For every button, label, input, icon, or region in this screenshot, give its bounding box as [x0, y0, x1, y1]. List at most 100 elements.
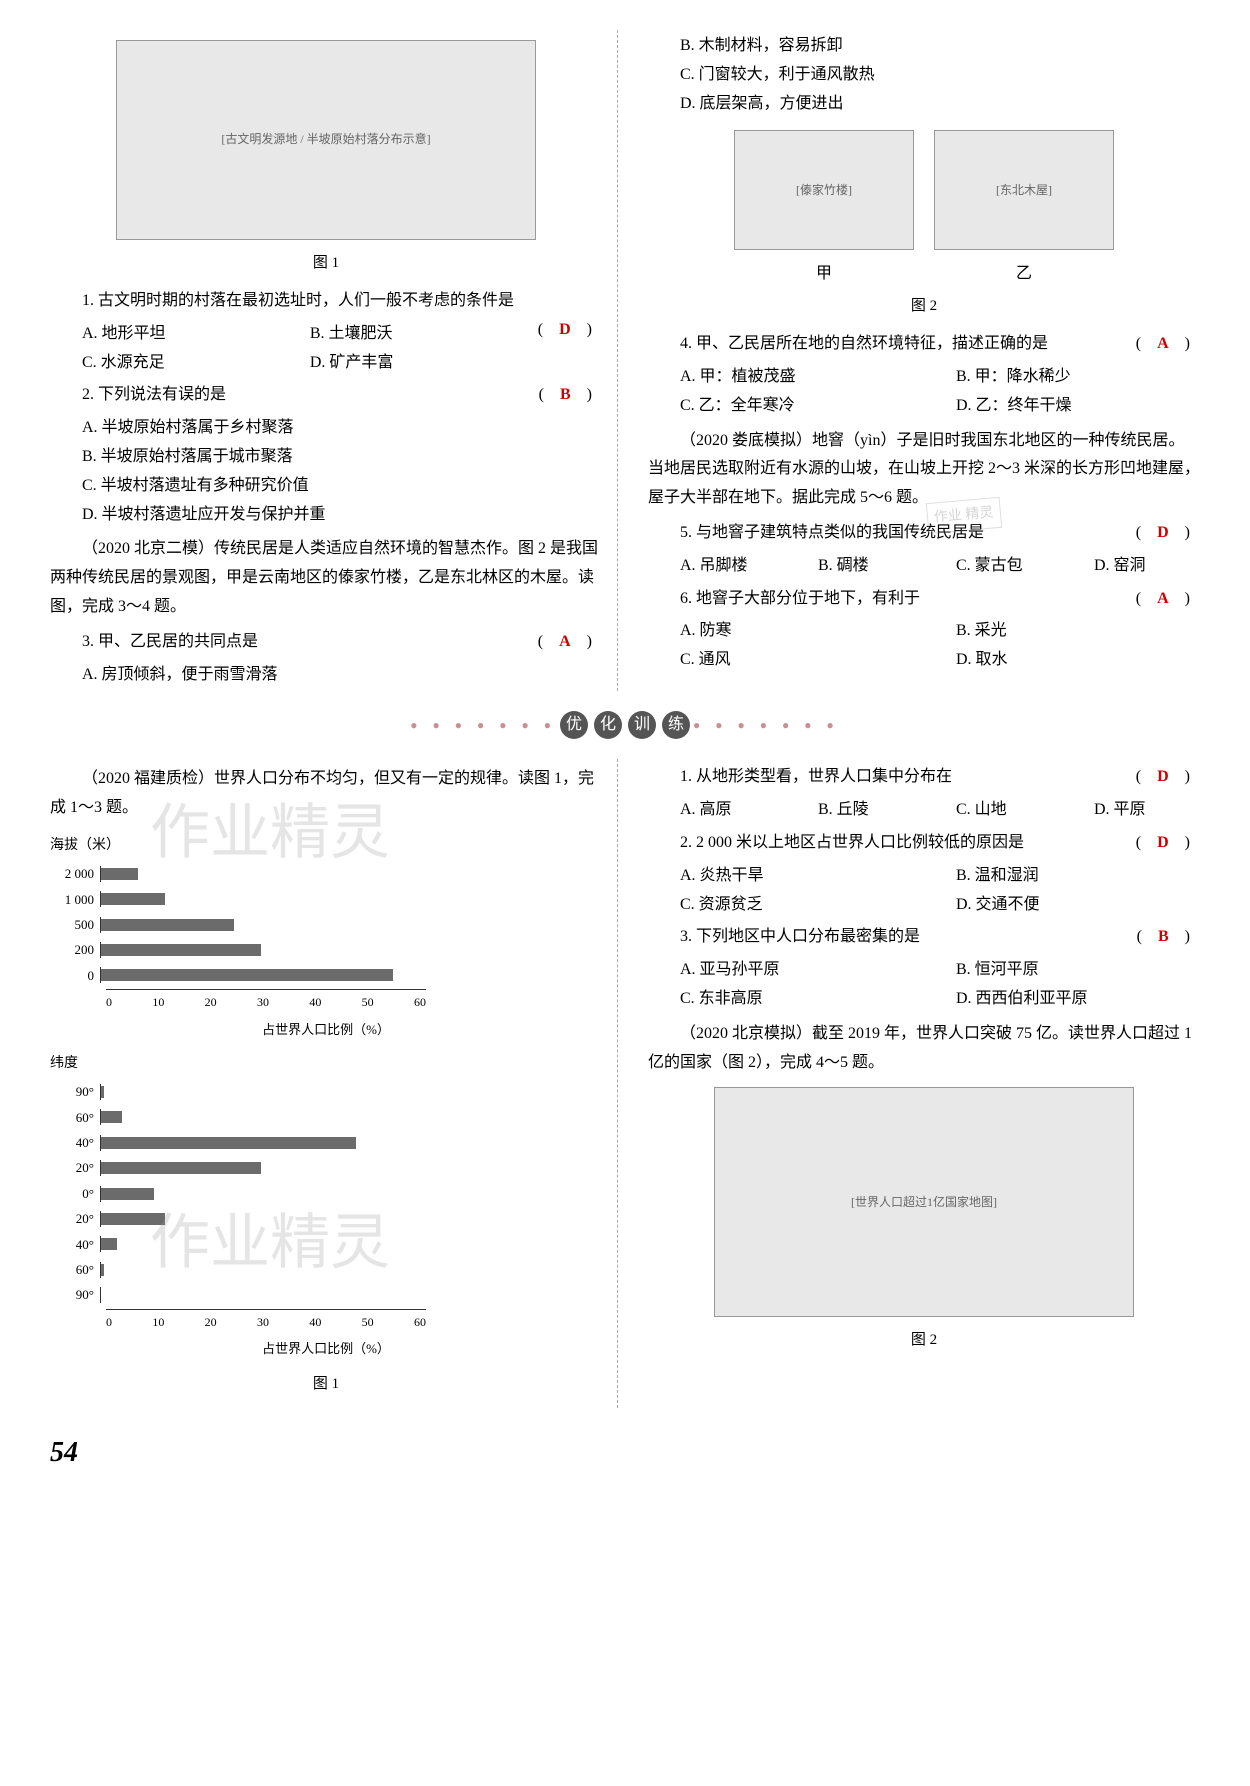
q2-options: A. 半坡原始村落属于乡村聚落 B. 半坡原始村落属于城市聚落 C. 半坡村落遗… — [50, 414, 602, 529]
bar-row: 60° — [50, 1258, 602, 1281]
x-tick: 60 — [414, 1312, 426, 1334]
badge-2: 化 — [594, 711, 622, 739]
bar-fill — [101, 1086, 104, 1098]
header-dots-left: ● ● ● ● ● ● ● — [410, 715, 557, 737]
bq2-opt-d: D. 交通不便 — [924, 891, 1200, 920]
bar-fill — [101, 1238, 117, 1250]
q6-text: 6. 地窨子大部分位于地下，有利于 — [680, 590, 920, 607]
q3-answer-paren: ( A ) — [506, 628, 592, 657]
q6-opt-a: A. 防寒 — [648, 617, 924, 646]
q2-opt-a: A. 半坡原始村落属于乡村聚落 — [50, 414, 602, 443]
bq1-opt-a: A. 高原 — [648, 796, 786, 825]
q6-options: A. 防寒 B. 采光 C. 通风 D. 取水 — [648, 617, 1200, 675]
q1-opt-b: B. 土壤肥沃 — [278, 320, 506, 349]
bquestion-3: 3. 下列地区中人口分布最密集的是 ( B ) — [648, 923, 1200, 952]
bq3-options: A. 亚马孙平原 B. 恒河平原 C. 东非高原 D. 西西伯利亚平原 — [648, 956, 1200, 1014]
bar-track — [100, 942, 420, 958]
bar-track — [100, 1186, 420, 1202]
q1-opt-c: C. 水源充足 — [50, 349, 278, 378]
bar-fill — [101, 969, 393, 981]
bar-fill — [101, 1111, 122, 1123]
bq2-opt-a: A. 炎热干旱 — [648, 862, 924, 891]
chart-1-caption: 图 1 — [50, 1371, 602, 1398]
bar-fill — [101, 919, 234, 931]
figure-2b-caption: 图 2 — [648, 1327, 1200, 1354]
bar-label: 40° — [50, 1131, 100, 1154]
bq1-opt-c: C. 山地 — [924, 796, 1062, 825]
q6-opt-d: D. 取水 — [924, 646, 1200, 675]
bq2-opt-b: B. 温和湿润 — [924, 862, 1200, 891]
bar-track — [100, 1160, 420, 1176]
q1-options: A. 地形平坦 B. 土壤肥沃 C. 水源充足 D. 矿产丰富 — [50, 320, 506, 378]
bq1-answer-paren: ( D ) — [1104, 763, 1190, 792]
x-tick: 60 — [414, 992, 426, 1014]
x-tick: 30 — [257, 1312, 269, 1334]
bar-track — [100, 1262, 420, 1278]
bq2-answer-paren: ( D ) — [1104, 829, 1190, 858]
q5-opt-a: A. 吊脚楼 — [648, 552, 786, 581]
bq1-opt-b: B. 丘陵 — [786, 796, 924, 825]
chart1-ylabel: 海拔（米） — [50, 833, 602, 858]
bar-track — [100, 891, 420, 907]
q2-opt-d: D. 半坡村落遗址应开发与保护并重 — [50, 501, 602, 530]
figure-2-pair: [傣家竹楼] 甲 [东北木屋] 乙 — [648, 120, 1200, 289]
q6-answer-paren: ( A ) — [1104, 585, 1190, 614]
bar-track — [100, 917, 420, 933]
bq3-opt-a: A. 亚马孙平原 — [648, 956, 924, 985]
figure-1-caption: 图 1 — [50, 250, 602, 277]
q1-answer-paren: ( D ) — [506, 316, 592, 345]
x-tick: 30 — [257, 992, 269, 1014]
bq3-opt-b: B. 恒河平原 — [924, 956, 1200, 985]
figure-1-map: [古文明发源地 / 半坡原始村落分布示意] — [116, 40, 536, 240]
question-3: 3. 甲、乙民居的共同点是 ( A ) — [50, 628, 602, 657]
bquestion-2: 2. 2 000 米以上地区占世界人口比例较低的原因是 ( D ) — [648, 829, 1200, 858]
x-axis-label: 占世界人口比例（%） — [50, 1337, 602, 1360]
bar-row: 200 — [50, 938, 602, 961]
bq3-text: 3. 下列地区中人口分布最密集的是 — [680, 928, 920, 945]
x-tick: 40 — [309, 992, 321, 1014]
q3-text: 3. 甲、乙民居的共同点是 — [82, 633, 258, 650]
bq3-opt-c: C. 东非高原 — [648, 985, 924, 1014]
bar-fill — [101, 1264, 104, 1276]
question-1: 1. 古文明时期的村落在最初选址时，人们一般不考虑的条件是 ( D ) — [50, 287, 602, 316]
q4-text: 4. 甲、乙民居所在地的自然环境特征，描述正确的是 — [680, 335, 1048, 352]
q4-opt-b: B. 甲：降水稀少 — [924, 363, 1200, 392]
q5-options: A. 吊脚楼 B. 碉楼 C. 蒙古包 D. 窑洞 — [648, 552, 1200, 581]
bar-label: 20° — [50, 1156, 100, 1179]
left-column-bottom: （2020 福建质检）世界人口分布不均匀，但又有一定的规律。读图 1，完成 1～… — [50, 759, 618, 1407]
bar-fill — [101, 1137, 356, 1149]
bq1-answer: D — [1157, 768, 1169, 785]
q3-opt-b: B. 木制材料，容易拆卸 — [648, 32, 1200, 61]
page-number: 54 — [50, 1428, 1200, 1478]
bar-row: 40° — [50, 1233, 602, 1256]
right-column-bottom: 1. 从地形类型看，世界人口集中分布在 ( D ) A. 高原 B. 丘陵 C.… — [648, 759, 1200, 1407]
q2-text: 2. 下列说法有误的是 — [82, 386, 226, 403]
q5-opt-c: C. 蒙古包 — [924, 552, 1062, 581]
x-tick: 50 — [362, 1312, 374, 1334]
right-column-top: B. 木制材料，容易拆卸 C. 门窗较大，利于通风散热 D. 底层架高，方便进出… — [648, 30, 1200, 691]
bq1-text: 1. 从地形类型看，世界人口集中分布在 — [680, 768, 952, 785]
figure-2a: [傣家竹楼] — [734, 130, 914, 250]
x-tick: 20 — [205, 1312, 217, 1334]
bar-fill — [101, 1162, 261, 1174]
bar-label: 1 000 — [50, 888, 100, 911]
q2-answer: B — [560, 386, 571, 403]
bar-row: 40° — [50, 1131, 602, 1154]
q3-opt-a: A. 房顶倾斜，便于雨雪滑落 — [50, 661, 602, 690]
q1-answer: D — [559, 321, 571, 338]
passage-2: （2020 娄底模拟）地窨（yìn）子是旧时我国东北地区的一种传统民居。当地居民… — [648, 427, 1200, 513]
q3-opt-d: D. 底层架高，方便进出 — [648, 90, 1200, 119]
q5-opt-b: B. 碉楼 — [786, 552, 924, 581]
bar-label: 90° — [50, 1080, 100, 1103]
bar-row: 0 — [50, 964, 602, 987]
bar-row: 1 000 — [50, 888, 602, 911]
bar-row: 90° — [50, 1283, 602, 1306]
bar-label: 60° — [50, 1258, 100, 1281]
header-dots-right: ● ● ● ● ● ● ● — [693, 715, 840, 737]
bar-row: 2 000 — [50, 862, 602, 885]
x-tick: 0 — [106, 1312, 112, 1334]
q4-opt-c: C. 乙：全年寒冷 — [648, 392, 924, 421]
q3-answer: A — [559, 633, 571, 650]
question-4: 4. 甲、乙民居所在地的自然环境特征，描述正确的是 ( A ) — [648, 330, 1200, 359]
bar-row: 20° — [50, 1207, 602, 1230]
